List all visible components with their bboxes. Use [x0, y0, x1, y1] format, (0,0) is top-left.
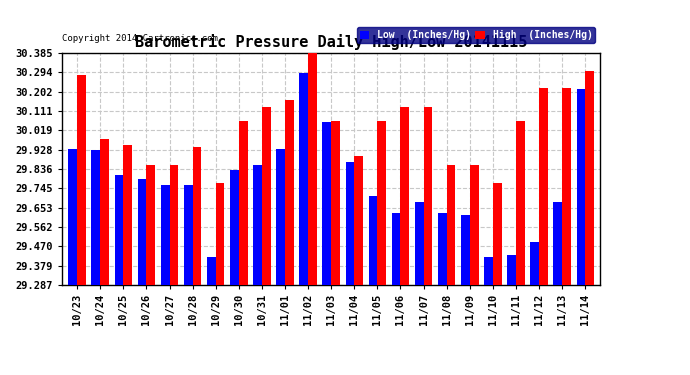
Text: Copyright 2014 Cartronics.com: Copyright 2014 Cartronics.com [62, 34, 218, 43]
Bar [377, 120, 386, 285]
Bar [184, 185, 193, 285]
Bar [577, 89, 585, 285]
Bar [230, 170, 239, 285]
Bar [146, 165, 155, 285]
Bar [253, 165, 262, 285]
Bar [285, 100, 294, 285]
Bar [493, 183, 502, 285]
Bar [92, 150, 100, 285]
Bar [161, 185, 170, 285]
Bar [239, 120, 248, 285]
Bar [424, 107, 433, 285]
Bar [415, 202, 424, 285]
Bar [137, 178, 146, 285]
Bar [446, 165, 455, 285]
Bar [308, 53, 317, 285]
Bar [276, 149, 285, 285]
Bar [331, 120, 340, 285]
Bar [368, 196, 377, 285]
Bar [400, 107, 409, 285]
Bar [115, 175, 124, 285]
Bar [531, 242, 539, 285]
Bar [262, 107, 270, 285]
Bar [461, 214, 470, 285]
Bar [585, 71, 594, 285]
Bar [346, 162, 354, 285]
Bar [170, 165, 178, 285]
Title: Barometric Pressure Daily High/Low 20141115: Barometric Pressure Daily High/Low 20141… [135, 34, 527, 50]
Bar [562, 88, 571, 285]
Bar [299, 73, 308, 285]
Bar [553, 202, 562, 285]
Bar [470, 165, 479, 285]
Bar [484, 257, 493, 285]
Bar [516, 120, 525, 285]
Bar [507, 255, 516, 285]
Bar [124, 145, 132, 285]
Bar [539, 88, 548, 285]
Bar [216, 183, 224, 285]
Bar [392, 213, 400, 285]
Bar [354, 156, 363, 285]
Bar [322, 122, 331, 285]
Bar [438, 213, 446, 285]
Legend: Low  (Inches/Hg), High  (Inches/Hg): Low (Inches/Hg), High (Inches/Hg) [357, 27, 595, 43]
Bar [207, 257, 216, 285]
Bar [68, 149, 77, 285]
Bar [77, 75, 86, 285]
Bar [193, 147, 201, 285]
Bar [100, 138, 109, 285]
